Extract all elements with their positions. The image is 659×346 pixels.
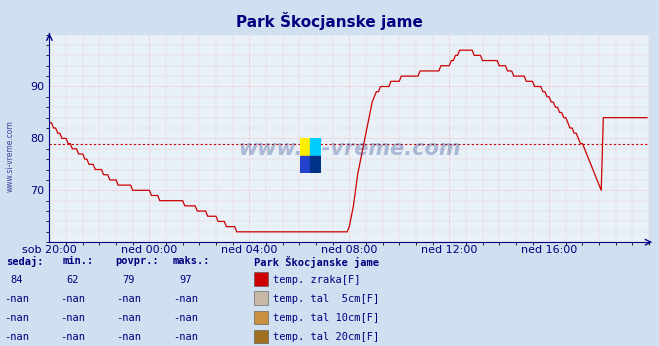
Text: www.si-vreme.com: www.si-vreme.com bbox=[5, 120, 14, 192]
Bar bbox=[310, 156, 321, 173]
Text: -nan: -nan bbox=[60, 313, 85, 323]
Bar bbox=[300, 138, 310, 156]
Text: 62: 62 bbox=[67, 275, 78, 285]
Bar bbox=[310, 138, 321, 156]
Text: -nan: -nan bbox=[116, 313, 141, 323]
Text: temp. tal  5cm[F]: temp. tal 5cm[F] bbox=[273, 294, 380, 304]
Text: 79: 79 bbox=[123, 275, 134, 285]
Text: www.si-vreme.com: www.si-vreme.com bbox=[238, 139, 461, 159]
Text: -nan: -nan bbox=[173, 294, 198, 304]
Text: -nan: -nan bbox=[116, 332, 141, 342]
Text: -nan: -nan bbox=[4, 313, 29, 323]
Text: min.:: min.: bbox=[63, 256, 94, 266]
Bar bbox=[300, 156, 310, 173]
Text: -nan: -nan bbox=[116, 294, 141, 304]
Text: temp. tal 10cm[F]: temp. tal 10cm[F] bbox=[273, 313, 380, 323]
Text: -nan: -nan bbox=[4, 294, 29, 304]
Text: -nan: -nan bbox=[4, 332, 29, 342]
Text: -nan: -nan bbox=[173, 332, 198, 342]
Text: Park Škocjanske jame: Park Škocjanske jame bbox=[254, 256, 379, 268]
Text: sedaj:: sedaj: bbox=[7, 256, 44, 267]
Text: temp. tal 20cm[F]: temp. tal 20cm[F] bbox=[273, 332, 380, 342]
Text: 84: 84 bbox=[11, 275, 22, 285]
Text: temp. zraka[F]: temp. zraka[F] bbox=[273, 275, 361, 285]
Text: -nan: -nan bbox=[60, 294, 85, 304]
Text: Park Škocjanske jame: Park Škocjanske jame bbox=[236, 12, 423, 30]
Text: povpr.:: povpr.: bbox=[115, 256, 159, 266]
Text: 97: 97 bbox=[180, 275, 192, 285]
Text: maks.:: maks.: bbox=[173, 256, 210, 266]
Text: -nan: -nan bbox=[173, 313, 198, 323]
Text: -nan: -nan bbox=[60, 332, 85, 342]
